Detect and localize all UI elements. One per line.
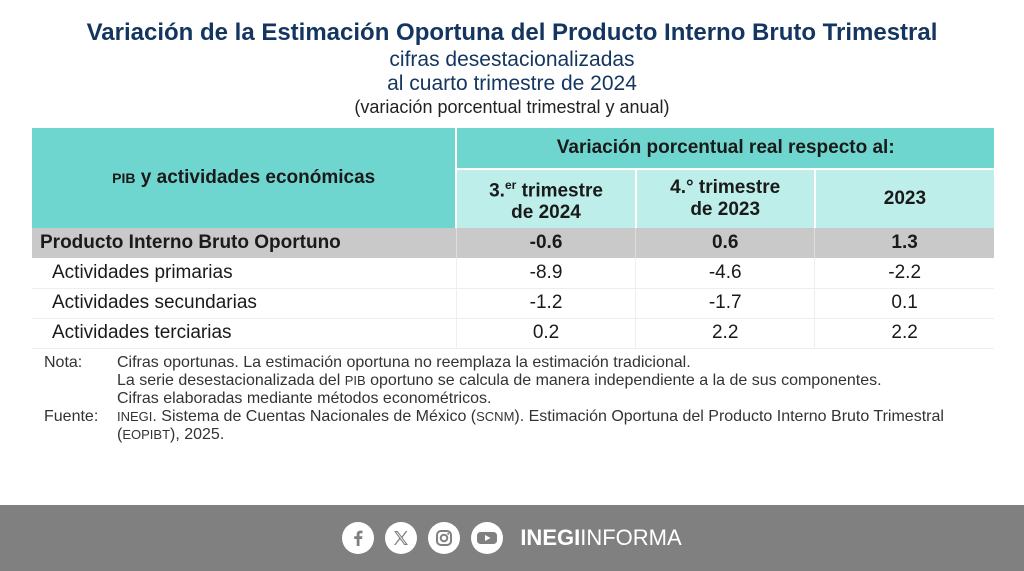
activities-header: PIB y actividades económicas (32, 128, 458, 228)
youtube-icon[interactable] (471, 522, 504, 554)
brand-bold: INEGI (520, 525, 581, 550)
column-header-text: 2023 (883, 188, 927, 209)
table-header-row: PIB y actividades económicas Variación p… (32, 128, 994, 228)
report-subtitle-period: al cuarto trimestre de 2024 (387, 72, 637, 95)
note-label: Nota: (44, 354, 83, 371)
ordinal-superscript: er (504, 177, 517, 192)
activities-header-text: y actividades económicas (135, 167, 376, 188)
note-text: La serie desestacionalizada del PIB opor… (117, 372, 990, 390)
gdp-table: PIB y actividades económicas Variación p… (32, 128, 994, 349)
source-text-part: . Sistema de Cuentas Nacionales de Méxic… (152, 408, 477, 425)
x-icon[interactable] (385, 522, 418, 554)
column-header-text: 4.° (670, 177, 694, 198)
column-header-text: trimestre (693, 177, 781, 198)
cell-value: 2.2 (635, 318, 815, 349)
table-subheader-row: 3.er trimestre de 2024 4.° trimestre de … (32, 169, 994, 228)
column-header-2023: 2023 (814, 169, 994, 228)
column-header-text: 3. (489, 180, 505, 202)
notes-section: Nota: Cifras oportunas. La estimación op… (44, 354, 990, 444)
pib-abbrev: PIB (112, 170, 136, 186)
note-text-part: La serie desestacionalizada del (117, 372, 345, 389)
scnm-abbrev: SCNM (476, 409, 515, 424)
cell-value: 0.2 (455, 318, 636, 349)
note-text-part: oportuno se calcula de manera independie… (365, 372, 882, 389)
table-row: Actividades secundarias -1.2 -1.7 0.1 (32, 288, 994, 319)
cell-value: -8.9 (455, 258, 636, 289)
cell-value: -1.2 (455, 288, 636, 319)
cell-value: -1.7 (635, 288, 815, 319)
source-text-part: ). Estimación Oportuna del Producto Inte… (117, 408, 944, 443)
cell-value: 0.6 (635, 228, 815, 258)
row-label: Producto Interno Bruto Oportuno (32, 228, 457, 258)
column-header-text: de 2023 (690, 199, 761, 220)
facebook-icon[interactable] (342, 522, 375, 554)
variation-header: Variación porcentual real respecto al: (456, 128, 994, 170)
row-label: Actividades terciarias (32, 318, 457, 349)
column-header-text: de 2024 (511, 202, 581, 224)
note-text: Cifras oportunas. La estimación oportuna… (117, 354, 691, 371)
eopibt-abbrev: EOPIBT (122, 427, 171, 442)
note-row: La serie desestacionalizada del PIB opor… (44, 372, 990, 390)
table-row: Actividades terciarias 0.2 2.2 2.2 (32, 318, 994, 349)
brand-light: INFORMA (580, 525, 682, 550)
cell-value: -4.6 (635, 258, 815, 289)
table-row: Actividades primarias -8.9 -4.6 -2.2 (32, 258, 994, 289)
cell-value: -2.2 (814, 258, 994, 289)
row-label: Actividades secundarias (32, 288, 457, 319)
footer-bar: INEGIINFORMA (0, 505, 1024, 571)
cell-value: 2.2 (814, 318, 994, 349)
pib-abbrev: PIB (344, 373, 366, 388)
cell-value: -0.6 (455, 228, 636, 258)
note-row: Cifras elaboradas mediante métodos econo… (44, 390, 990, 408)
instagram-icon[interactable] (428, 522, 461, 554)
table-row: Producto Interno Bruto Oportuno -0.6 0.6… (32, 228, 994, 258)
source-text-part: ), 2025. (170, 426, 225, 443)
column-header-text: trimestre (516, 180, 603, 202)
source-text: INEGI. Sistema de Cuentas Nacionales de … (117, 408, 990, 444)
report-header: Variación de la Estimación Oportuna del … (0, 0, 1024, 118)
cell-value: 0.1 (814, 288, 994, 319)
note-text: Cifras elaboradas mediante métodos econo… (117, 390, 492, 407)
inegi-abbrev: INEGI (117, 409, 153, 424)
column-header-q4-2023: 4.° trimestre de 2023 (635, 169, 816, 228)
note-row: Nota: Cifras oportunas. La estimación op… (44, 354, 990, 372)
column-header-q3-2024: 3.er trimestre de 2024 (456, 169, 637, 228)
source-label: Fuente: (44, 408, 99, 425)
report-subtitle-seasonal: cifras desestacionalizadas (389, 48, 635, 71)
report-title: Variación de la Estimación Oportuna del … (86, 19, 938, 46)
cell-value: 1.3 (814, 228, 994, 258)
inegi-informa-logo: INEGIINFORMA (520, 525, 681, 551)
report-subtitle-units: (variación porcentual trimestral y anual… (354, 97, 670, 117)
row-label: Actividades primarias (32, 258, 457, 289)
source-row: Fuente: INEGI. Sistema de Cuentas Nacion… (44, 408, 990, 444)
